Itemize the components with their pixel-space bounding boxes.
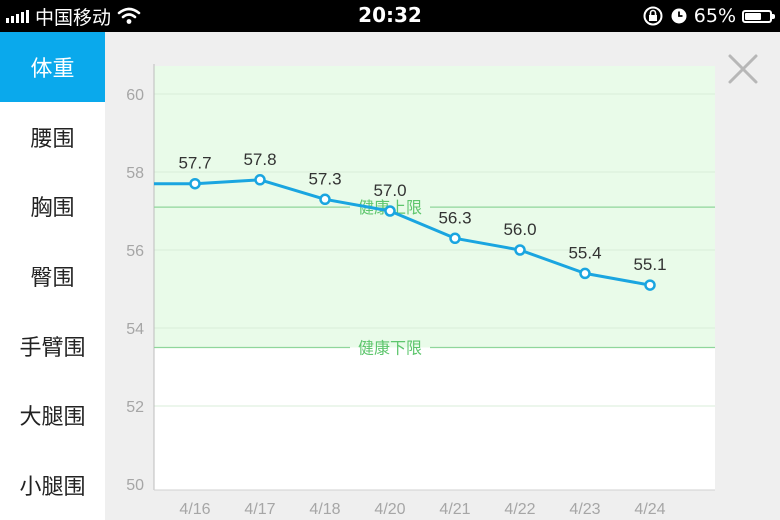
sidebar-item-waist[interactable]: 腰围 — [0, 102, 105, 172]
data-label: 56.3 — [438, 208, 471, 227]
sidebar-item-label: 大腿围 — [19, 405, 86, 431]
data-point — [449, 232, 461, 245]
x-tick-label: 4/17 — [244, 501, 275, 518]
data-label: 55.4 — [568, 243, 601, 262]
sidebar-item-label: 腰围 — [30, 126, 75, 152]
data-point — [514, 244, 526, 256]
x-tick-label: 4/24 — [634, 501, 665, 518]
data-label: 57.7 — [178, 154, 211, 173]
signal-icon — [6, 9, 29, 23]
data-label: 56.0 — [503, 220, 536, 239]
sidebar-item-thigh[interactable]: 大腿围 — [0, 380, 105, 450]
sidebar-item-hip[interactable]: 臀围 — [0, 241, 105, 311]
y-tick-label: 60 — [126, 87, 144, 104]
data-label: 57.3 — [308, 169, 341, 188]
sidebar-item-label: 小腿围 — [19, 474, 86, 500]
alarm-icon — [671, 8, 687, 24]
sidebar-item-calf[interactable]: 小腿围 — [0, 450, 105, 520]
data-point — [579, 267, 591, 280]
carrier-name: 中国移动 — [35, 6, 112, 29]
y-tick-labels: 60 58 56 54 52 50 — [126, 87, 144, 494]
data-point — [384, 205, 396, 217]
data-point — [319, 193, 331, 206]
close-icon[interactable] — [726, 52, 760, 86]
battery-icon — [742, 9, 775, 23]
data-point — [254, 174, 266, 186]
x-tick-label: 4/20 — [374, 501, 405, 518]
x-tick-label: 4/16 — [179, 501, 210, 518]
rotation-lock-icon — [643, 6, 663, 26]
data-labels: 57.7 57.8 57.3 57.0 56.3 56.0 55.4 55.1 — [178, 150, 666, 274]
data-label: 57.8 — [243, 150, 276, 169]
y-tick-label: 54 — [126, 321, 144, 338]
battery-level — [745, 12, 761, 20]
sidebar-item-label: 体重 — [30, 56, 75, 82]
y-tick-label: 58 — [126, 165, 144, 182]
data-points — [189, 174, 656, 291]
sidebar-item-label: 手臂围 — [19, 335, 86, 361]
x-tick-label: 4/18 — [309, 501, 340, 518]
healthy-lower-label: 健康下限 — [358, 339, 422, 358]
data-point — [189, 177, 201, 190]
grid-lines — [154, 93, 715, 407]
measurement-sidebar: 体重 腰围 胸围 臀围 手臂围 大腿围 小腿围 — [0, 32, 105, 520]
x-tick-labels: 4/16 4/17 4/18 4/20 4/21 4/22 4/23 4/24 — [179, 501, 665, 518]
wifi-icon — [117, 7, 141, 24]
battery-percent: 65% — [693, 5, 736, 27]
y-tick-label: 56 — [126, 243, 144, 260]
x-tick-label: 4/21 — [439, 501, 470, 518]
sidebar-item-chest[interactable]: 胸围 — [0, 171, 105, 241]
data-label: 55.1 — [633, 255, 666, 274]
sidebar-item-arm[interactable]: 手臂围 — [0, 311, 105, 381]
sidebar-item-label: 臀围 — [30, 265, 75, 291]
y-tick-label: 52 — [126, 399, 144, 416]
data-label: 57.0 — [373, 181, 406, 200]
sidebar-item-weight[interactable]: 体重 — [0, 32, 105, 102]
x-tick-label: 4/23 — [569, 501, 600, 518]
y-tick-label: 50 — [126, 477, 144, 494]
data-point — [644, 279, 656, 291]
x-tick-label: 4/22 — [504, 501, 535, 518]
sidebar-item-label: 胸围 — [30, 196, 75, 222]
healthy-limit-lines: 健康上限健康下限 — [154, 198, 715, 358]
